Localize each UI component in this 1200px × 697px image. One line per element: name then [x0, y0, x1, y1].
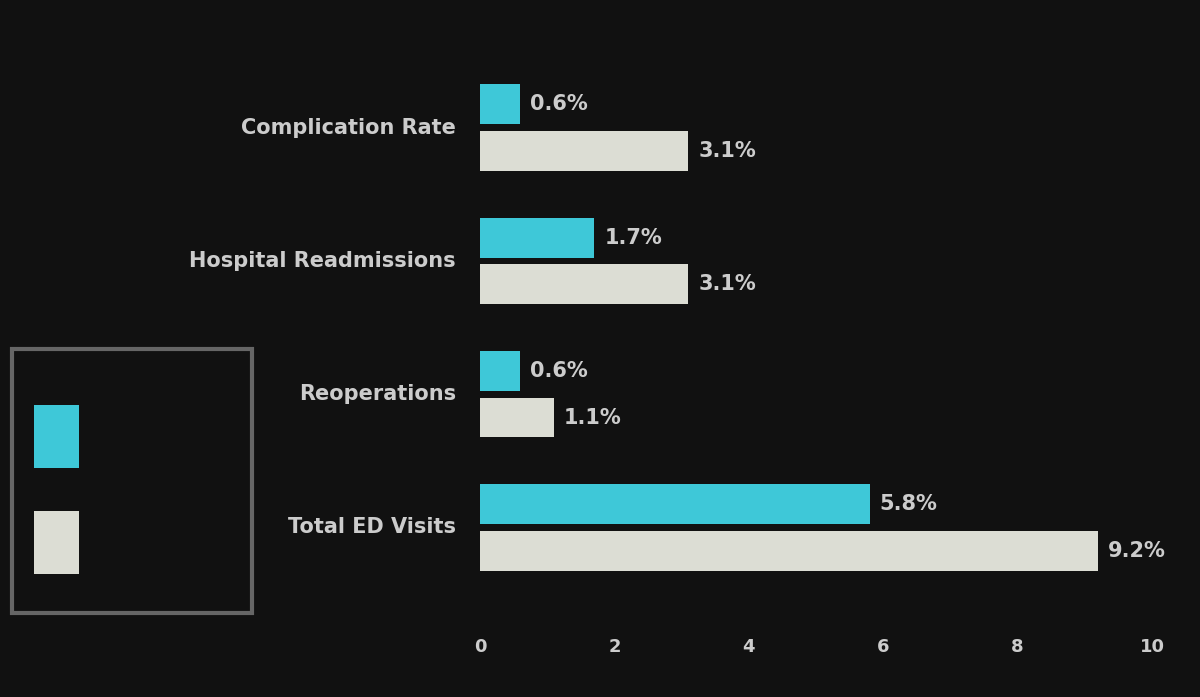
Text: 9.2%: 9.2% [1109, 541, 1166, 560]
Bar [480, 397, 554, 438]
Text: Hospital Readmissions: Hospital Readmissions [190, 251, 456, 271]
Bar [480, 217, 594, 258]
Text: 3.1%: 3.1% [698, 275, 756, 294]
Bar [480, 84, 521, 125]
Text: 3.1%: 3.1% [698, 141, 756, 161]
Text: Our
Outcomes: Our Outcomes [94, 415, 194, 457]
Bar [480, 131, 689, 171]
Text: Reoperations: Reoperations [299, 384, 456, 404]
Bar [480, 484, 870, 524]
Text: Total ED Visits: Total ED Visits [288, 517, 456, 537]
Text: National
Outcomes: National Outcomes [94, 521, 194, 563]
Text: 1.7%: 1.7% [605, 228, 662, 247]
Bar [480, 264, 689, 305]
Text: 1.1%: 1.1% [564, 408, 622, 427]
Text: 5.8%: 5.8% [880, 494, 937, 514]
Text: 0.6%: 0.6% [530, 361, 588, 381]
Bar [480, 530, 1098, 571]
Text: 0.6%: 0.6% [530, 95, 588, 114]
Bar [480, 351, 521, 391]
Text: Complication Rate: Complication Rate [241, 118, 456, 138]
